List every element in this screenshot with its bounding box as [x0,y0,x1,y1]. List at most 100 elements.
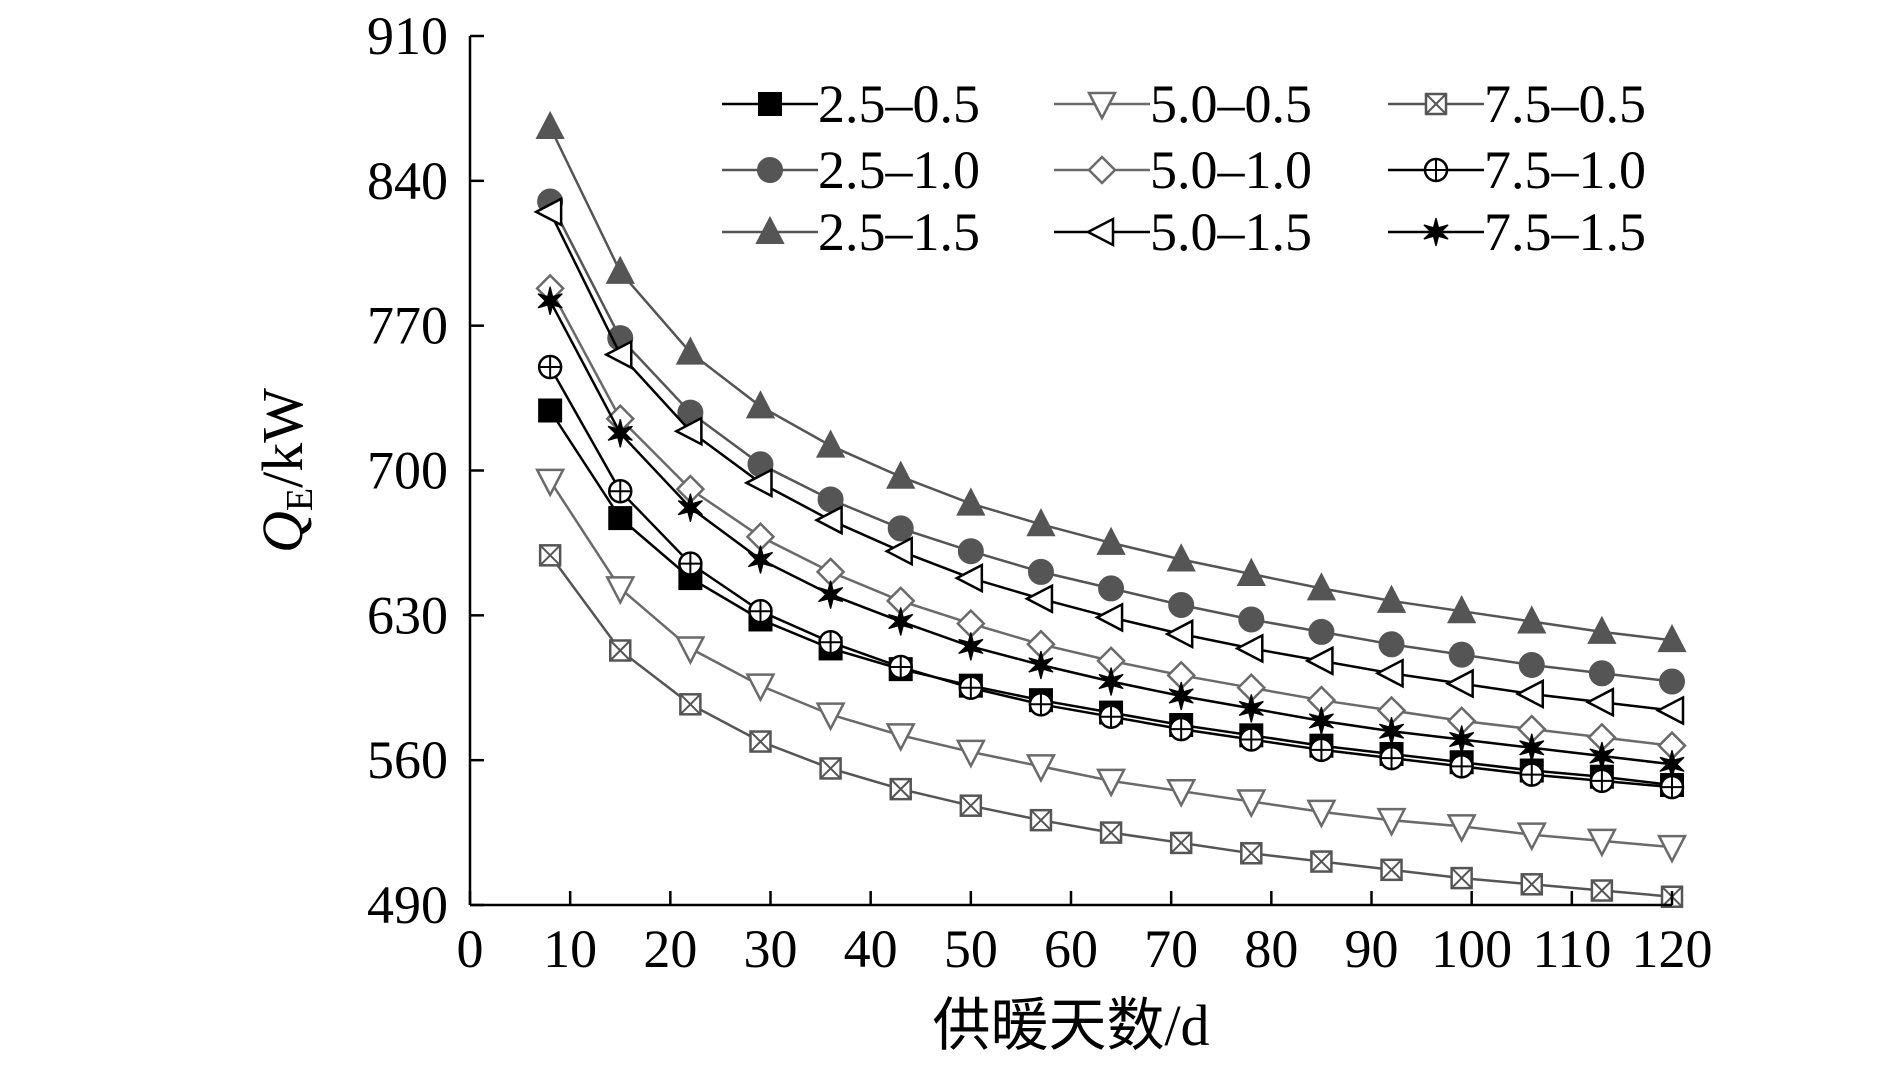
data-point [958,632,984,661]
data-point [1236,557,1266,586]
data-point [537,354,563,380]
data-point [1588,660,1615,687]
data-point [749,730,772,753]
x-tick-label: 20 [643,919,697,979]
data-point [954,563,984,594]
data-point [608,506,633,531]
data-point [1447,595,1477,624]
y-tick-label: 700 [367,441,448,501]
data-point [1304,645,1334,676]
data-point [1659,750,1685,779]
data-point [1098,575,1125,602]
legend-marker [1087,155,1117,185]
data-point [1096,768,1127,798]
data-point [886,460,916,489]
data-point [1166,778,1197,808]
data-point [1449,725,1475,754]
data-point [1520,873,1544,896]
data-point [1589,741,1615,771]
legend-marker [1423,217,1449,247]
legend-label: 2.5–0.5 [818,74,980,134]
data-point [889,777,912,801]
data-point [1585,687,1615,718]
data-point [958,675,984,700]
data-point [817,486,844,513]
legend-marker [1424,92,1448,116]
x-tick-label: 80 [1244,919,1298,979]
data-point [1517,605,1547,634]
data-point [535,468,566,498]
data-point [747,545,774,574]
data-point [956,487,986,516]
legend-marker [758,92,782,116]
data-point [1589,768,1615,794]
legend-marker [757,157,783,183]
data-point [603,339,633,370]
data-point [1448,641,1475,668]
data-point [1656,834,1688,864]
data-point [535,110,565,140]
data-point [1378,631,1405,658]
data-point [1444,668,1474,699]
x-tick-label: 90 [1345,919,1399,979]
data-point [677,493,703,522]
data-point [538,544,562,567]
data-point [538,398,563,423]
data-point [1168,681,1194,711]
data-point [885,723,916,753]
data-point [743,467,773,498]
data-point [1236,789,1267,819]
legend-label: 5.0–0.5 [1150,74,1312,134]
data-point [1169,831,1193,855]
data-point [1238,694,1264,723]
x-ticks: 0 10 20 30 40 50 60 70 80 90 100 110 120 [457,891,1713,979]
legend-marker [755,215,785,244]
data-point [1098,667,1124,696]
y-ticks: 490 560 630 700 770 840 910 [367,6,484,935]
data-point [813,505,843,536]
y-tick-label: 840 [367,151,448,211]
data-point [819,757,842,780]
data-point [1380,858,1403,882]
data-point [1516,822,1547,852]
data-point [1166,543,1196,572]
x-tick-label: 10 [543,919,597,979]
data-point [955,739,986,769]
data-point [1586,828,1617,858]
data-point [678,551,703,576]
data-point [888,607,914,636]
legend-marker [1086,91,1118,121]
data-point [1376,584,1407,613]
legend-entry: 2.5–1.0 [722,140,980,200]
y-tick-label: 910 [367,6,448,66]
data-point [1168,591,1195,618]
legend-marker [1085,216,1115,248]
data-point [1025,754,1057,784]
y-axis-title-subscript: E [279,488,321,511]
legend: 2.5–0.52.5–1.02.5–1.5 5.0–0.55.0–1.05.0–1… [722,74,1646,262]
data-point [815,702,846,732]
data-point [1096,526,1126,555]
data-point [1379,745,1404,771]
data-point [607,419,633,448]
data-point [675,636,706,666]
y-axis-title-symbol: Q [250,511,315,553]
data-point [1027,558,1054,585]
data-point [818,580,844,609]
data-point [1518,651,1545,678]
y-tick-label: 770 [367,296,448,356]
x-tick-label: 30 [744,919,798,979]
y-tick-label: 560 [367,730,448,790]
series-5 [535,273,1687,761]
data-point [1519,762,1545,787]
data-point [1099,821,1123,844]
series-4 [535,468,1688,864]
data-point [1308,706,1334,736]
data-point [1374,658,1404,689]
legend-entry: 7.5–1.5 [1388,202,1646,262]
data-point [533,196,563,227]
x-tick-label: 60 [1044,919,1098,979]
x-tick-label: 120 [1632,919,1713,979]
data-point [959,794,983,817]
data-point [815,429,846,458]
